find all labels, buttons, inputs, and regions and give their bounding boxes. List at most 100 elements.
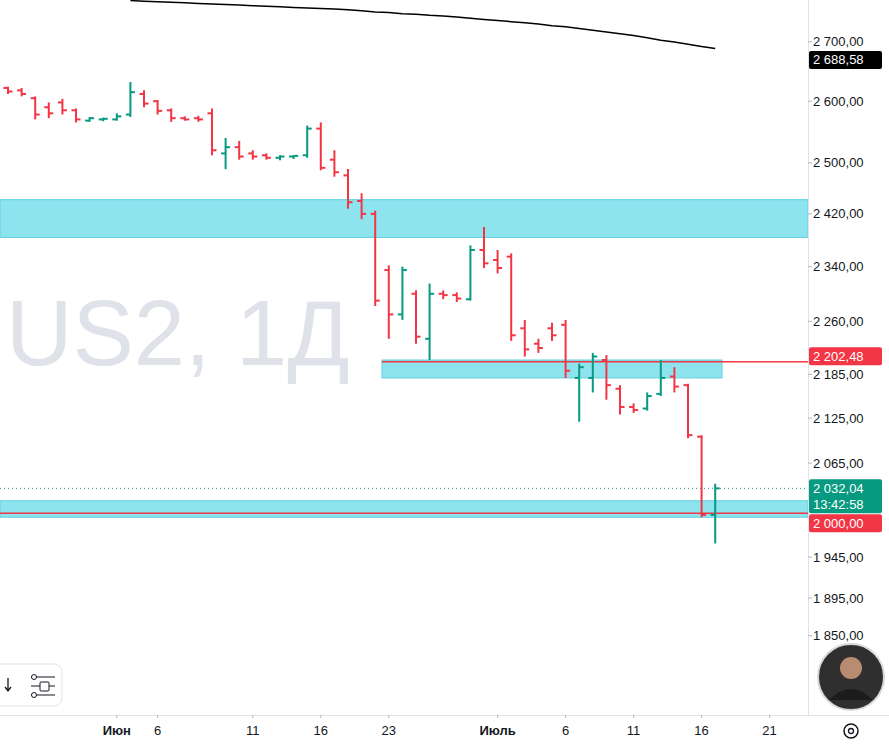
bar-close (525, 348, 530, 350)
x-tick-label: 16 (694, 723, 708, 738)
toolbar-icon (5, 678, 11, 691)
bar-open (72, 109, 77, 111)
x-tick (701, 715, 702, 718)
bar-close (498, 267, 503, 269)
bar-close (334, 171, 339, 173)
bar-close (239, 156, 244, 158)
bar-close (158, 110, 163, 112)
bar-open (670, 375, 675, 377)
bar-open (330, 159, 335, 161)
countdown: 13:42:58 (813, 497, 864, 512)
bar-open (466, 298, 471, 300)
bar-close (35, 114, 40, 116)
bar-close (457, 298, 462, 300)
bar-open (276, 157, 281, 159)
bar-close (620, 406, 625, 408)
x-tick-label: 11 (246, 723, 260, 738)
level-line (382, 361, 808, 363)
x-tick (320, 715, 321, 718)
price-badge (809, 51, 882, 69)
y-tick-label: 2 185,00 (813, 367, 864, 382)
zone (382, 360, 722, 378)
moving-average (130, 1, 715, 49)
bar-open (208, 112, 213, 114)
bar-close (566, 370, 571, 372)
toolbar-icon (32, 693, 37, 698)
y-tick-label: 2 420,00 (813, 206, 864, 221)
toolbar-icon (40, 682, 49, 691)
price-axis-line (808, 0, 809, 715)
y-tick (808, 418, 812, 419)
bar-open (31, 97, 36, 99)
bar-open (112, 118, 117, 120)
bar-range (469, 245, 471, 300)
bar-close (702, 514, 707, 516)
toolbar-icon (32, 675, 37, 680)
bar-close (402, 269, 407, 271)
bar-open (167, 109, 172, 111)
bar-open (588, 377, 593, 379)
bar-close (484, 262, 489, 264)
bar-close (103, 118, 108, 120)
x-tick-label: 6 (562, 723, 569, 738)
price-badge (809, 514, 882, 532)
bar-close (117, 115, 122, 117)
bar-close (430, 293, 435, 295)
bar-range (129, 82, 131, 117)
bar-open (344, 174, 349, 176)
bar-open (507, 256, 512, 258)
bar-open (711, 514, 716, 516)
bar-close (593, 355, 598, 357)
bar-range (401, 267, 403, 320)
bar-close (389, 313, 394, 315)
bar-open (412, 293, 417, 295)
x-tick (252, 715, 253, 718)
y-tick (808, 557, 812, 558)
bar-open (493, 259, 498, 261)
bar-range (551, 323, 553, 341)
y-tick-label: 2 340,00 (813, 259, 864, 274)
x-tick (769, 715, 770, 718)
toolbar (0, 664, 62, 706)
y-tick (808, 321, 812, 322)
y-tick-label: 1 850,00 (813, 628, 864, 643)
bar-open (248, 152, 253, 154)
bar-close (307, 128, 312, 130)
bar-range (497, 250, 499, 273)
bar-open (480, 249, 485, 251)
settings-icon[interactable] (844, 724, 858, 738)
bar-open (99, 118, 104, 120)
bar-range (524, 320, 526, 357)
bar-close (674, 386, 679, 388)
bar-open (221, 152, 226, 154)
bar-close (715, 487, 720, 489)
bar-range (211, 108, 213, 155)
price-badge (809, 479, 882, 513)
y-tick (808, 213, 812, 214)
bar-open (180, 117, 185, 119)
x-tick-label: 11 (627, 723, 641, 738)
bar-open (602, 359, 607, 361)
bar-close (253, 156, 257, 158)
bar-range (537, 339, 539, 353)
x-tick (388, 715, 389, 718)
bar-open (439, 293, 444, 295)
bar-open (520, 327, 525, 329)
bar-range (306, 126, 308, 158)
bar-open (548, 327, 553, 329)
x-tick-label: 16 (314, 723, 328, 738)
bar-range (143, 90, 145, 107)
price-badge-label: 2 000,00 (813, 516, 864, 531)
bar-range (565, 320, 567, 378)
bar-open (44, 106, 49, 108)
bar-close (266, 157, 271, 159)
y-tick-label: 2 125,00 (813, 411, 864, 426)
bar-close (144, 103, 149, 105)
bar-close (552, 334, 557, 336)
bar-open (643, 407, 648, 409)
bar-open (357, 200, 362, 202)
avatar-face (840, 657, 862, 679)
zone (0, 200, 808, 238)
x-tick-label: 21 (762, 723, 776, 738)
bar-open (697, 436, 702, 438)
